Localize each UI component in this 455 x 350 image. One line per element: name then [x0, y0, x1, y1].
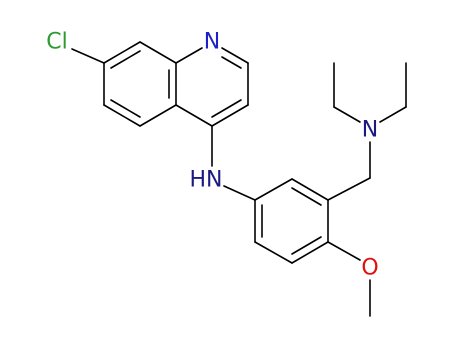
atom-label: Cl — [46, 30, 67, 55]
atom-label: N — [204, 30, 220, 55]
atom-label: O — [361, 256, 378, 281]
atom-label: HN — [190, 168, 223, 193]
atom-label: N — [362, 118, 378, 143]
bonds — [71, 41, 407, 317]
